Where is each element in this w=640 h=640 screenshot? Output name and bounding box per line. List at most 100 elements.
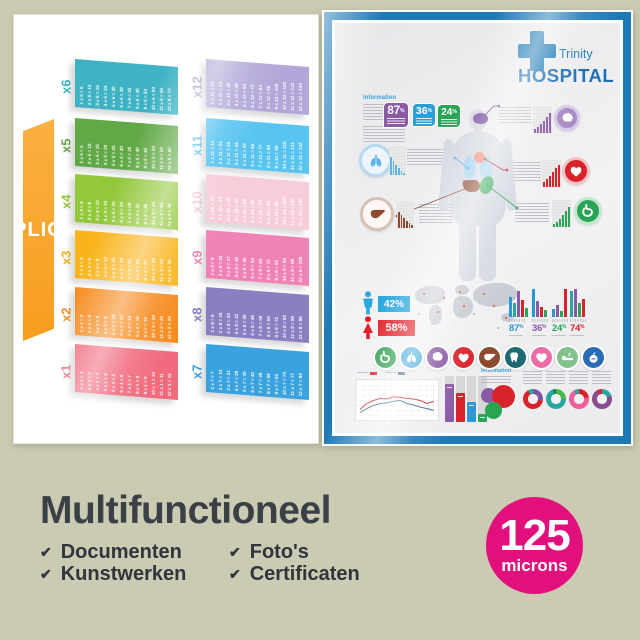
brain-icon (560, 111, 575, 126)
equation: 1 x 4 = 4 (79, 201, 84, 220)
feature-item: ✔ Foto's (229, 541, 360, 563)
equation: 6 x 6 = 36 (119, 86, 125, 108)
equation: 5 x 2 = 10 (111, 314, 117, 336)
equation: 8 x 3 = 24 (135, 259, 141, 281)
times-table-label-x2: x2 (58, 307, 74, 323)
organ-icon-heart (529, 345, 554, 370)
equation: 10 x 8 = 80 (282, 314, 288, 339)
multiplication-title: MULTIPLICATION (6, 218, 129, 241)
equation: 1 x 6 = 6 (79, 86, 84, 105)
mini-bar (403, 173, 406, 175)
equation: 2 x 4 = 8 (87, 201, 93, 221)
heart-organ-icon (568, 163, 584, 179)
lungs-callout-circle (359, 144, 392, 177)
mini-bar (390, 157, 392, 175)
mini-bar (552, 172, 554, 187)
brain-callout-circle (554, 105, 580, 131)
mini-bar (565, 211, 567, 227)
equation: 10 x 4 = 40 (151, 201, 157, 226)
times-table-label-x6: x6 (58, 79, 74, 95)
equation: 4 x 8 = 32 (234, 313, 240, 335)
equation: 5 x 12 = 60 (242, 83, 248, 108)
equation: 4 x 1 = 4 (103, 373, 109, 392)
feature-column-1: ✔ Documenten ✔ Kunstwerken (40, 541, 186, 585)
equation: 8 x 12 = 96 (266, 85, 272, 110)
equation: 6 x 4 = 24 (119, 201, 125, 223)
times-table-label-x1: x1 (58, 364, 74, 380)
times-table-label-x4: x4 (58, 194, 74, 210)
stat-unit: % (452, 108, 457, 115)
equation: 9 x 5 = 45 (143, 147, 149, 169)
equation: 7 x 9 = 63 (258, 258, 264, 280)
equation: 3 x 8 = 24 (226, 312, 232, 334)
svg-text:z: z (568, 352, 571, 358)
organ-icon-stomach (373, 345, 398, 370)
stomach-icon (378, 350, 393, 365)
mini-bar (408, 223, 411, 228)
organ-icon-lungs (399, 345, 424, 370)
equation: 4 x 3 = 12 (103, 256, 109, 278)
organ-icon-heart-organ (451, 345, 476, 370)
equation: 10 x 12 = 120 (282, 81, 288, 111)
equation: 11 x 6 = 66 (159, 87, 165, 111)
check-icon: ✔ (229, 566, 241, 582)
equation: 4 x 12 = 48 (234, 83, 240, 107)
equation: 7 x 1 = 7 (127, 375, 133, 394)
equation: 10 x 10 = 100 (282, 196, 288, 226)
equation: 9 x 7 = 63 (274, 373, 280, 395)
heart-icon (534, 350, 549, 365)
equation: 10 x 1 = 10 (151, 371, 157, 396)
equation: 2 x 10 = 20 (218, 196, 224, 221)
equation: 3 x 10 = 30 (226, 197, 232, 221)
times-table-label-x9: x9 (189, 250, 205, 266)
mini-bar (540, 124, 542, 133)
apple-icon (586, 350, 601, 365)
mini-bar (562, 215, 564, 227)
feature-label: Foto's (249, 541, 309, 563)
equation: 11 x 1 = 11 (159, 372, 165, 396)
stat-value: 87 (387, 104, 401, 117)
equation: 12 x 5 = 60 (167, 147, 173, 171)
equation: 4 x 2 = 8 (103, 316, 109, 335)
equation: 11 x 10 = 110 (290, 197, 296, 226)
equation: 12 x 8 = 96 (298, 316, 304, 340)
equation: 5 x 6 = 30 (111, 86, 117, 108)
equation: 9 x 11 = 99 (274, 145, 280, 169)
mini-bar (546, 117, 548, 133)
equation: 9 x 9 = 81 (274, 259, 280, 281)
equation: 12 x 7 = 84 (298, 373, 304, 397)
equation: 2 x 7 = 14 (218, 369, 224, 391)
equation: 6 x 1 = 6 (119, 374, 125, 393)
equation: 7 x 5 = 35 (127, 146, 133, 168)
liver-mini-chart (397, 202, 414, 228)
equation: 11 x 3 = 33 (159, 258, 165, 282)
equation: 6 x 8 = 48 (250, 314, 256, 336)
equation: 2 x 11 = 22 (218, 141, 224, 165)
equation: 10 x 6 = 60 (151, 86, 157, 111)
times-table-label-x5: x5 (58, 138, 74, 154)
mini-bar (568, 207, 570, 227)
equation: 12 x 4 = 48 (167, 203, 173, 227)
feature-column-2: ✔ Foto's ✔ Certificaten (229, 541, 360, 585)
mini-bar (555, 168, 557, 187)
times-table-x12: 1 x 12 = 12 2 x 12 = 24 3 x 12 = 36 4 x 12 … (206, 58, 309, 116)
mini-bar (395, 165, 398, 175)
equation: 3 x 11 = 33 (226, 141, 232, 165)
equation: 4 x 9 = 36 (234, 256, 240, 278)
equation: 1 x 9 = 9 (210, 257, 215, 276)
equation: 2 x 8 = 16 (218, 312, 224, 334)
multiplication-title-banner: MULTIPLICATION (23, 119, 54, 341)
equation: 3 x 6 = 18 (95, 84, 101, 106)
equation: 7 x 6 = 42 (127, 87, 133, 109)
equation: 5 x 11 = 55 (242, 142, 248, 167)
equation: 11 x 9 = 99 (290, 258, 296, 282)
equation: 7 x 8 = 56 (258, 315, 264, 337)
equation: 1 x 12 = 12 (210, 81, 215, 105)
equation: 4 x 11 = 44 (234, 142, 240, 166)
equation: 3 x 9 = 27 (226, 255, 232, 277)
equation: 12 x 9 = 108 (298, 256, 304, 283)
